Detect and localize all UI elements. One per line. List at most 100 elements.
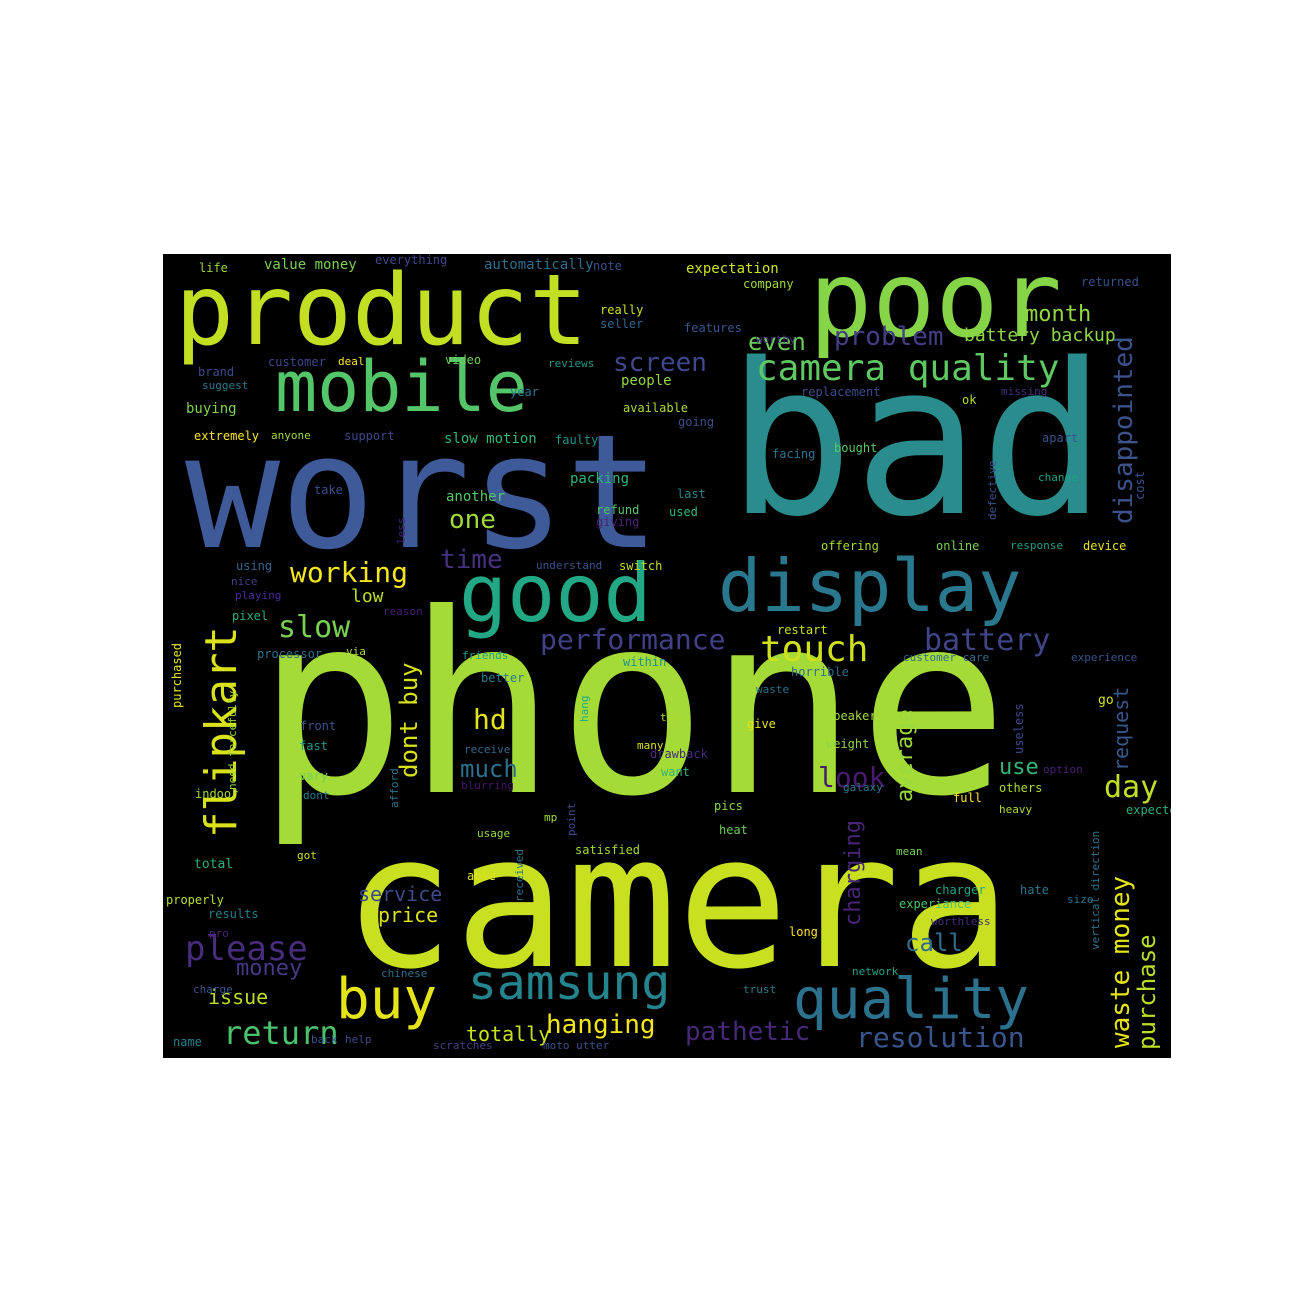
word: satisfied	[575, 843, 641, 857]
word: product	[175, 254, 589, 368]
word: seller	[600, 317, 644, 331]
word: totally	[466, 1022, 551, 1046]
word: understand	[536, 559, 603, 572]
word: useless	[1012, 703, 1026, 754]
word: hate	[1020, 883, 1049, 897]
word: chinese	[381, 967, 428, 980]
word: reviews	[548, 357, 595, 370]
word: everything	[375, 254, 448, 267]
word: cost	[1133, 471, 1147, 500]
word: brand	[198, 365, 235, 379]
word: look	[818, 761, 886, 794]
word: take	[314, 483, 343, 497]
word: waste money	[1106, 875, 1136, 1048]
word: service	[358, 882, 443, 906]
word: month	[1025, 302, 1092, 327]
word: refund	[596, 503, 640, 517]
word: size	[1067, 893, 1094, 906]
word: camera	[343, 794, 1012, 1010]
word: request	[1109, 686, 1133, 771]
word: waste	[756, 683, 790, 696]
word: year	[510, 385, 539, 399]
word: apart	[1042, 431, 1079, 445]
word: moto utter	[543, 1039, 610, 1052]
word: charging	[841, 820, 866, 926]
word: returned	[1081, 275, 1139, 289]
word: giving	[596, 515, 640, 529]
word: speaker	[826, 709, 877, 723]
word: extremely	[194, 429, 260, 443]
word: deal	[338, 355, 365, 368]
word: receive	[464, 743, 511, 756]
word: hang	[578, 695, 591, 723]
word: response	[1010, 539, 1063, 552]
word: use	[999, 755, 1039, 780]
word: reason	[383, 605, 423, 618]
word: point	[565, 802, 578, 836]
word: automatically	[484, 257, 594, 273]
word: good	[459, 547, 652, 640]
word: battery backup	[964, 325, 1116, 346]
word: switch	[619, 559, 663, 573]
word: friends	[462, 649, 509, 662]
word: got	[297, 849, 317, 862]
word: issue	[208, 985, 269, 1009]
word: bad	[727, 318, 1107, 563]
word: vary	[299, 769, 328, 783]
word: even	[748, 328, 806, 356]
word: usage	[477, 827, 511, 840]
word: faulty	[555, 433, 599, 447]
word: touch	[760, 629, 869, 670]
word: customer care	[903, 651, 990, 664]
word: features	[684, 321, 742, 335]
word: purchased	[170, 642, 184, 708]
word: playing	[235, 589, 282, 602]
word: screen	[613, 348, 707, 378]
word: replacement	[801, 385, 881, 399]
word: fast	[299, 739, 328, 753]
word: customer	[268, 355, 326, 369]
word: experience	[1071, 651, 1138, 664]
word: vertical direction	[1089, 830, 1102, 950]
word: people	[621, 373, 672, 389]
word: problem	[834, 322, 944, 352]
word: back	[311, 1033, 338, 1046]
word: video	[445, 353, 482, 367]
word: worst	[185, 401, 661, 585]
word: heavy	[999, 803, 1033, 816]
word: pixel	[232, 609, 269, 623]
word: samsung	[468, 955, 671, 1011]
word: quality	[793, 967, 1030, 1032]
word: price	[378, 903, 439, 927]
word: weight	[826, 737, 870, 751]
word: scratches	[433, 1039, 493, 1052]
word: online	[936, 539, 980, 553]
word: long	[789, 925, 818, 939]
word: hanging	[546, 1010, 656, 1040]
word: better	[481, 671, 525, 685]
word: please	[185, 929, 308, 969]
word: many	[637, 739, 664, 752]
word: less	[395, 517, 408, 545]
word: name	[173, 1035, 202, 1049]
word: blurring	[461, 779, 514, 792]
word: call	[905, 929, 963, 957]
word: used	[669, 505, 698, 519]
word: poor	[809, 254, 1062, 361]
word: mobile	[275, 346, 528, 428]
word: heat	[719, 823, 748, 837]
word: results	[208, 907, 259, 921]
word: ok	[962, 393, 977, 407]
word: indoor	[195, 787, 239, 801]
word: bought	[834, 441, 878, 455]
word: packing	[570, 471, 630, 487]
word: pics	[714, 799, 743, 813]
word: worthy	[756, 333, 796, 346]
word: hd	[473, 703, 507, 736]
word: worthless	[931, 915, 991, 928]
word: top	[660, 711, 680, 724]
word: return	[223, 1014, 339, 1052]
word: camera quality	[756, 348, 1060, 389]
word: others	[999, 781, 1043, 795]
word: offering	[821, 539, 879, 553]
